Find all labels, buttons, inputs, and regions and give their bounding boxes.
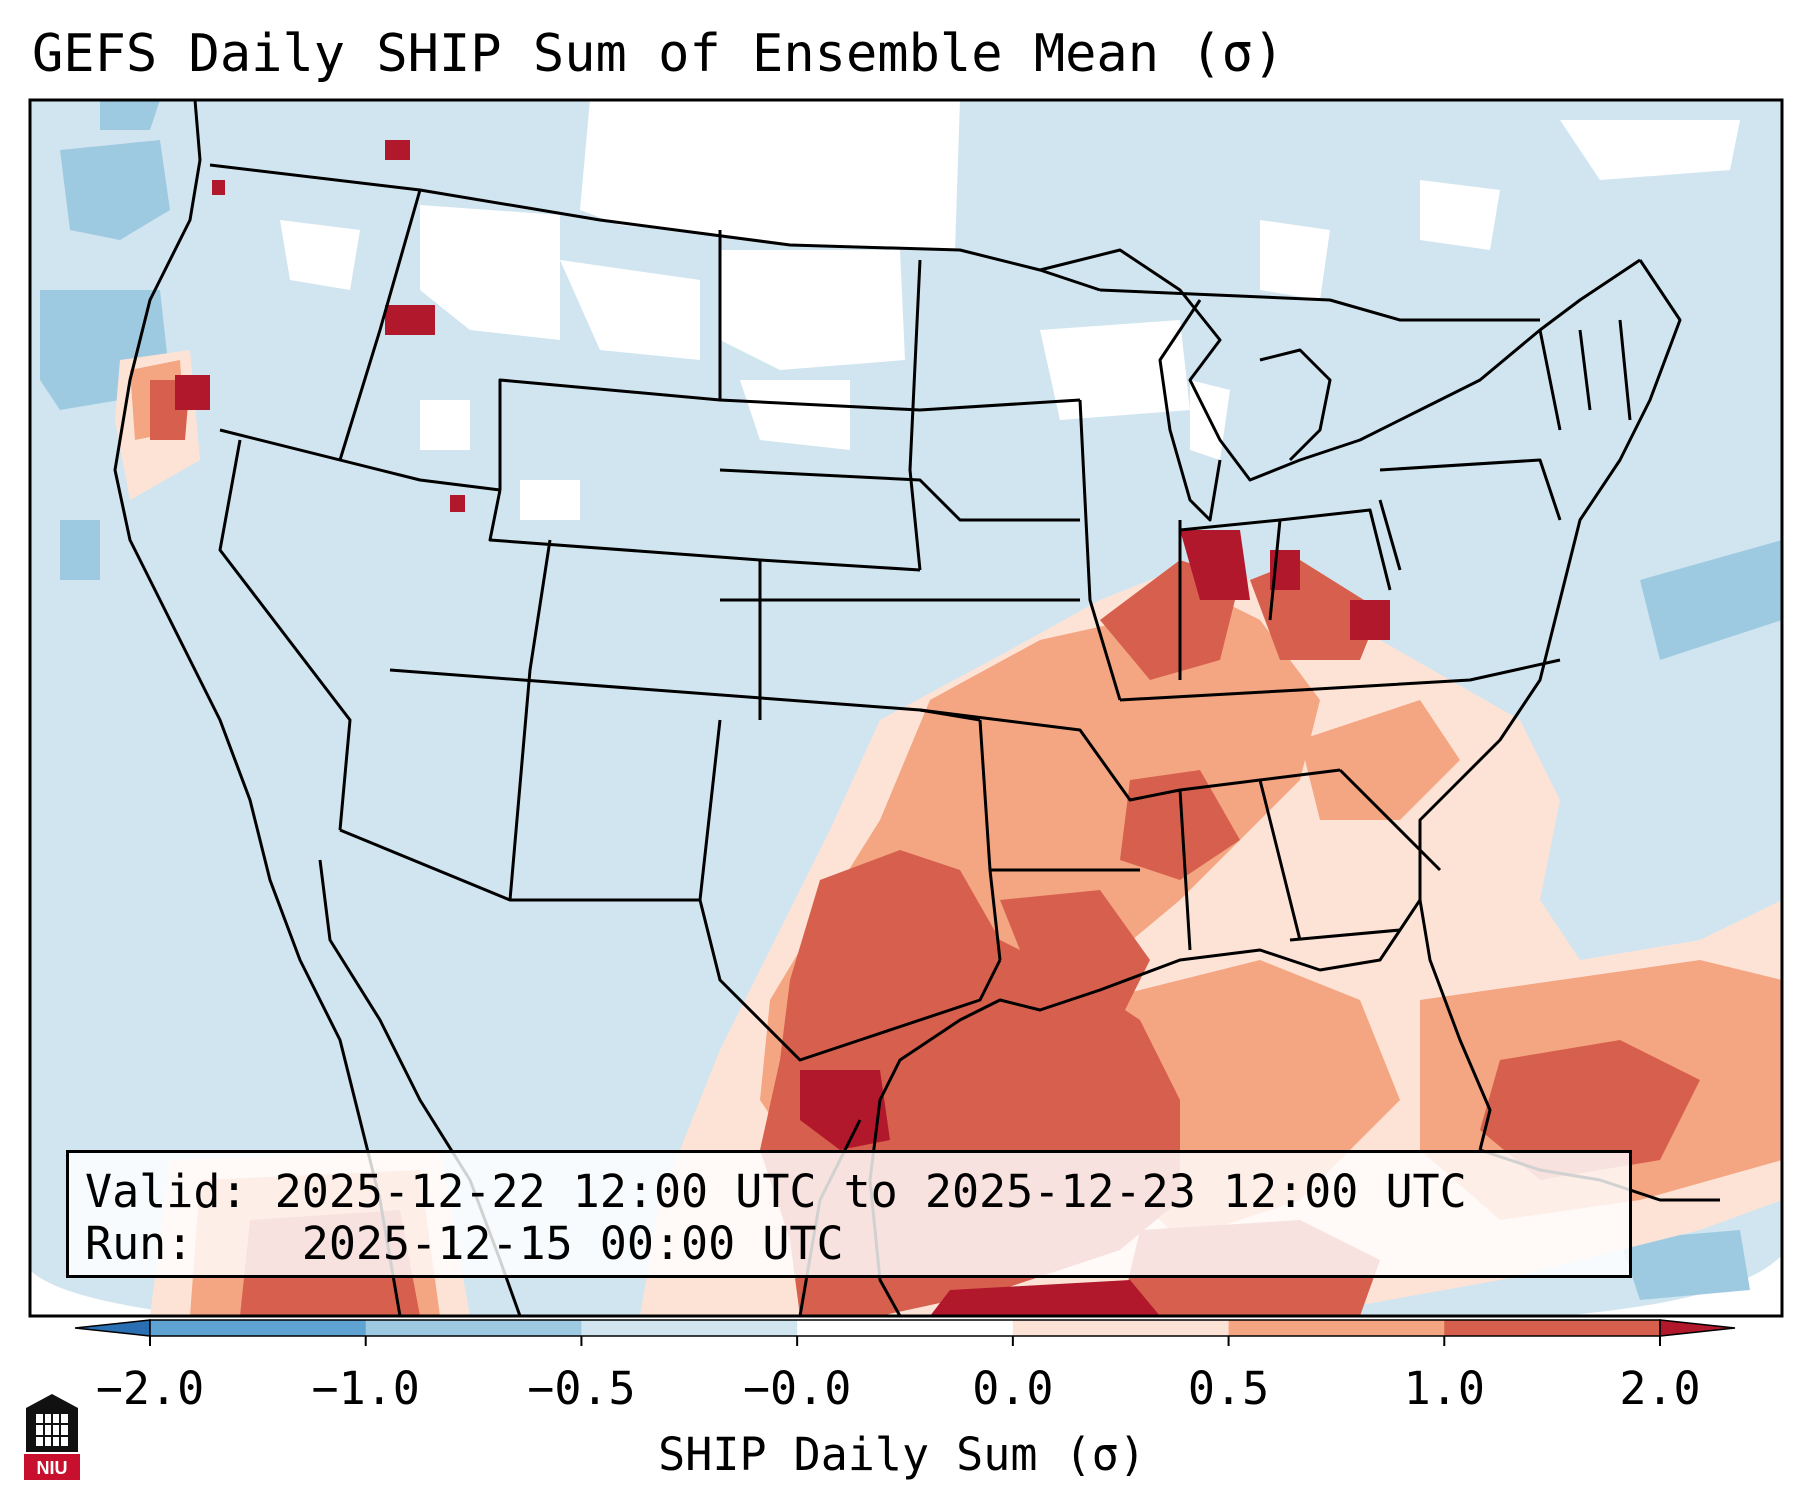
colorbar-tick-label: −2.0 <box>95 1362 205 1415</box>
run-label: Run: <box>85 1217 194 1270</box>
colorbar-segment <box>581 1320 798 1336</box>
colorbar-segment <box>365 1320 582 1336</box>
colorbar-tick-label: −0.0 <box>742 1362 852 1415</box>
colorbar-tick-label: −0.5 <box>527 1362 636 1415</box>
colorbar <box>74 1319 1736 1346</box>
near-zero-patches <box>280 100 1740 520</box>
valid-label: Valid: <box>85 1165 248 1218</box>
plot-title: GEFS Daily SHIP Sum of Ensemble Mean (σ) <box>32 24 1285 84</box>
run-text: 2025-12-15 00:00 UTC <box>301 1217 844 1270</box>
colorbar-segment <box>150 1320 367 1336</box>
colorbar-tick-label: −1.0 <box>311 1362 420 1415</box>
run-line: Run: 2025-12-15 00:00 UTC <box>85 1217 844 1271</box>
colorbar-segment <box>1444 1320 1661 1336</box>
svg-text:NIU: NIU <box>37 1458 68 1478</box>
positive-extreme <box>175 140 1390 1316</box>
colorbar-tick-label: 0.5 <box>1187 1362 1270 1415</box>
colorbar-extend-low <box>74 1319 151 1337</box>
valid-info-box: Valid: 2025-12-22 12:00 UTC to 2025-12-2… <box>66 1150 1632 1278</box>
niu-logo: NIU <box>24 1394 80 1480</box>
shaded-field <box>30 100 1782 1316</box>
colorbar-segment <box>1012 1320 1230 1336</box>
colorbar-tick-label: 2.0 <box>1619 1362 1701 1415</box>
colorbar-label: SHIP Daily Sum (σ) <box>658 1428 1146 1481</box>
colorbar-tick-label: 1.0 <box>1403 1362 1485 1415</box>
colorbar-segment <box>1228 1320 1445 1336</box>
colorbar-tick-label: 0.0 <box>972 1362 1054 1415</box>
valid-text: 2025-12-22 12:00 UTC to 2025-12-23 12:00… <box>274 1165 1467 1218</box>
valid-line: Valid: 2025-12-22 12:00 UTC to 2025-12-2… <box>85 1165 1467 1219</box>
colorbar-extend-high <box>1659 1319 1736 1337</box>
colorbar-segment <box>797 1320 1014 1336</box>
